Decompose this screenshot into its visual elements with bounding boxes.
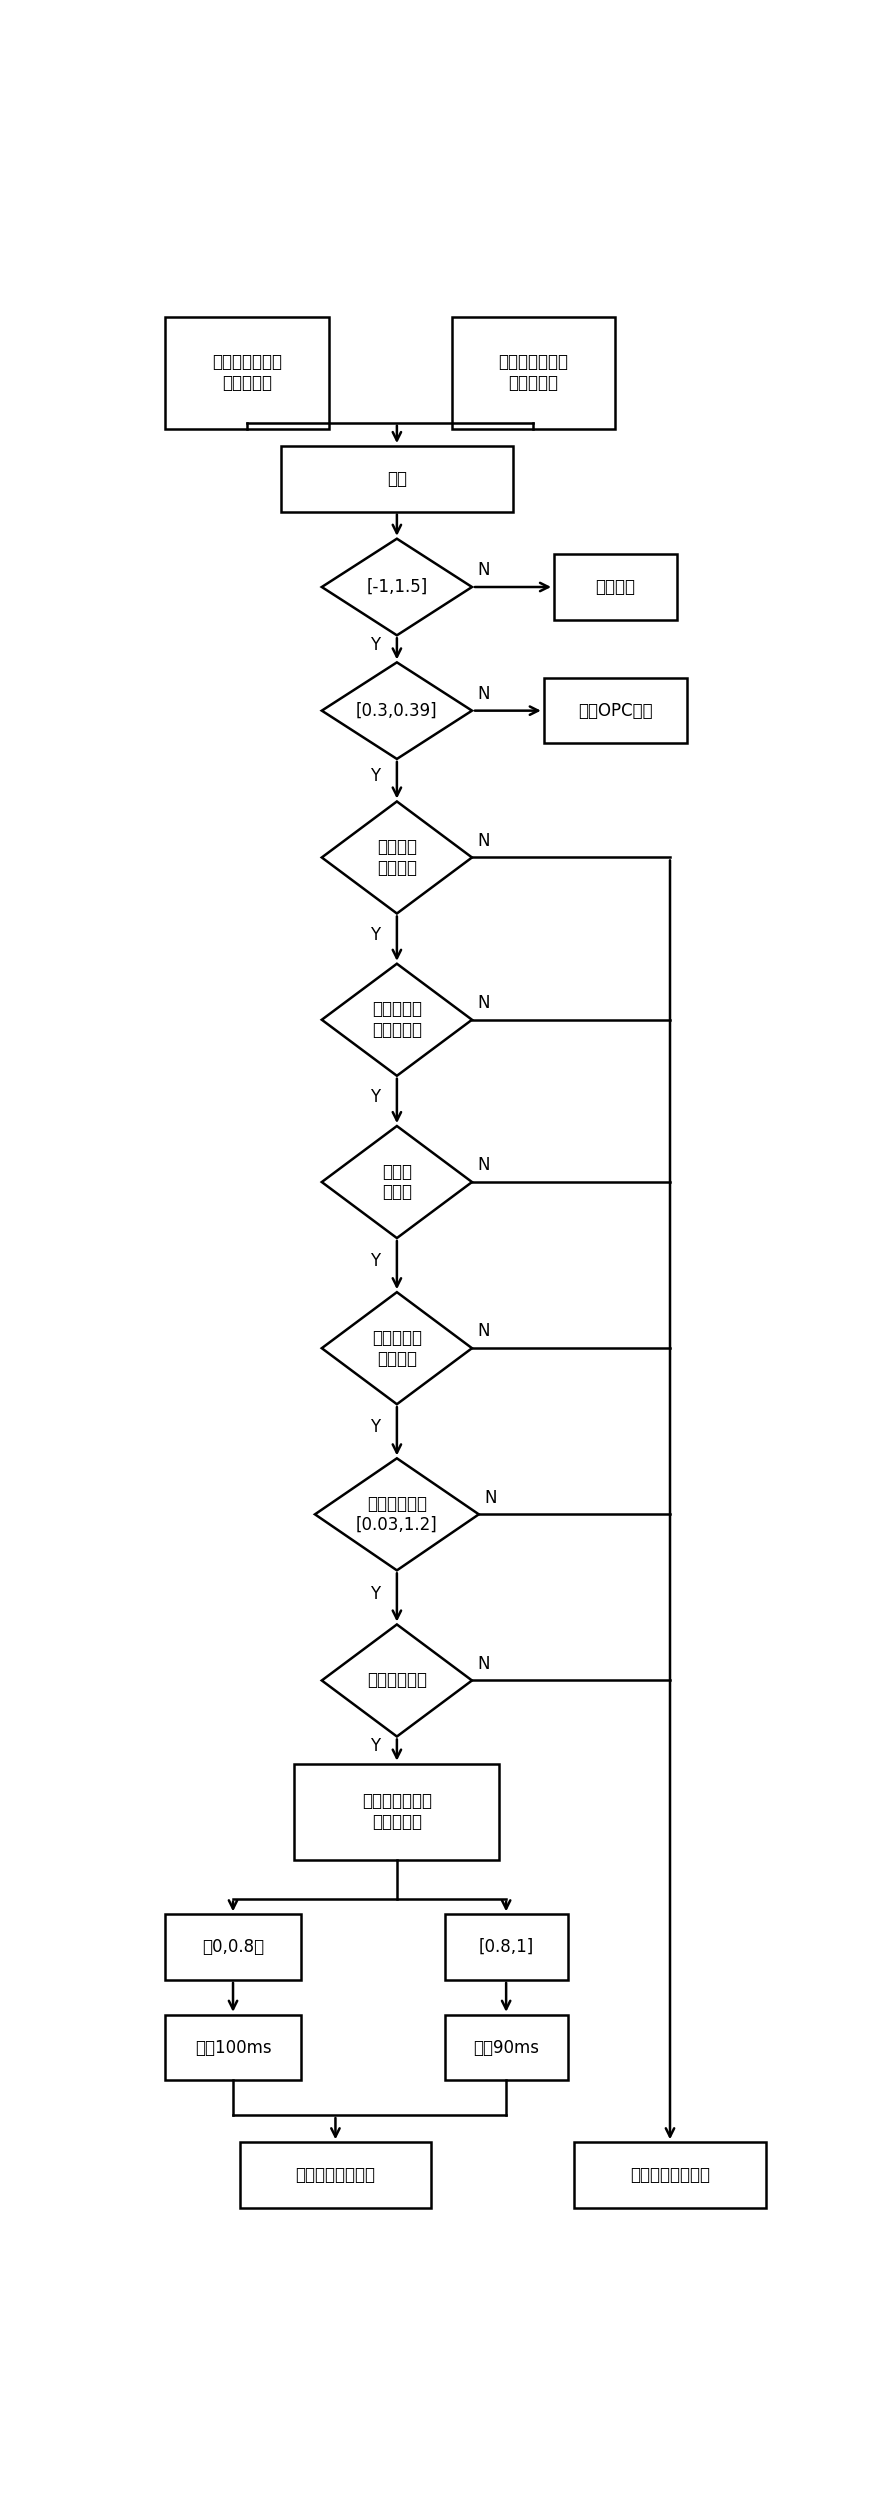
- Text: N: N: [478, 1322, 490, 1340]
- FancyBboxPatch shape: [240, 2143, 431, 2208]
- Polygon shape: [322, 1127, 472, 1237]
- Text: 发电机有功功率
（标幺值）: 发电机有功功率 （标幺值）: [362, 1791, 432, 1832]
- FancyBboxPatch shape: [554, 554, 677, 620]
- Text: N: N: [478, 833, 490, 851]
- Text: 触发快关调门指令: 触发快关调门指令: [295, 2165, 375, 2183]
- Text: N: N: [478, 562, 490, 580]
- Text: 闭锁快关调门功能: 闭锁快关调门功能: [630, 2165, 710, 2183]
- Text: 功率信号
质量良好: 功率信号 质量良好: [377, 838, 417, 876]
- Text: 求差: 求差: [387, 469, 407, 487]
- Polygon shape: [322, 1623, 472, 1736]
- Text: Y: Y: [370, 926, 380, 943]
- Text: N: N: [478, 1157, 490, 1174]
- Text: Y: Y: [370, 1586, 380, 1603]
- Text: Y: Y: [370, 1736, 380, 1756]
- FancyBboxPatch shape: [445, 2015, 567, 2080]
- Text: [-1,1.5]: [-1,1.5]: [366, 577, 427, 597]
- Text: N: N: [478, 994, 490, 1011]
- Text: 发电机有功功率
（标幺值）: 发电机有功功率 （标幺值）: [211, 354, 282, 391]
- FancyBboxPatch shape: [544, 677, 687, 743]
- Text: 延时100ms: 延时100ms: [195, 2037, 271, 2057]
- Text: N: N: [478, 1656, 490, 1674]
- Text: [0.8,1]: [0.8,1]: [478, 1937, 534, 1957]
- Text: Y: Y: [370, 635, 380, 655]
- FancyBboxPatch shape: [445, 1914, 567, 1980]
- Text: （0,0.8）: （0,0.8）: [202, 1937, 264, 1957]
- FancyBboxPatch shape: [165, 2015, 301, 2080]
- Polygon shape: [315, 1458, 479, 1571]
- Text: 调门快关未
手动切除: 调门快关未 手动切除: [372, 1330, 422, 1367]
- Polygon shape: [322, 1292, 472, 1405]
- Text: 汽轮机
未跳闸: 汽轮机 未跳闸: [381, 1162, 412, 1202]
- Polygon shape: [322, 800, 472, 913]
- Text: 系统报错: 系统报错: [596, 577, 635, 597]
- FancyBboxPatch shape: [281, 447, 513, 512]
- Text: 中排压力信
号质量良好: 中排压力信 号质量良好: [372, 1001, 422, 1039]
- Text: Y: Y: [370, 1418, 380, 1435]
- FancyBboxPatch shape: [294, 1764, 500, 1859]
- Text: N: N: [485, 1488, 497, 1505]
- FancyBboxPatch shape: [165, 316, 329, 429]
- Text: Y: Y: [370, 1252, 380, 1270]
- Text: Y: Y: [370, 768, 380, 785]
- FancyBboxPatch shape: [451, 316, 615, 429]
- Text: 触发OPC指令: 触发OPC指令: [578, 703, 653, 720]
- FancyBboxPatch shape: [574, 2143, 766, 2208]
- Text: 中压排汽压力
[0.03,1.2]: 中压排汽压力 [0.03,1.2]: [356, 1495, 438, 1533]
- Polygon shape: [322, 539, 472, 635]
- Text: [0.3,0.39]: [0.3,0.39]: [356, 703, 438, 720]
- Polygon shape: [322, 963, 472, 1076]
- Polygon shape: [322, 662, 472, 758]
- Text: 三相短路故障: 三相短路故障: [366, 1671, 427, 1689]
- Text: 延时90ms: 延时90ms: [473, 2037, 539, 2057]
- Text: N: N: [478, 685, 490, 703]
- Text: 中压缸排汽压力
（标幺值）: 中压缸排汽压力 （标幺值）: [499, 354, 568, 391]
- Text: Y: Y: [370, 1089, 380, 1106]
- FancyBboxPatch shape: [165, 1914, 301, 1980]
